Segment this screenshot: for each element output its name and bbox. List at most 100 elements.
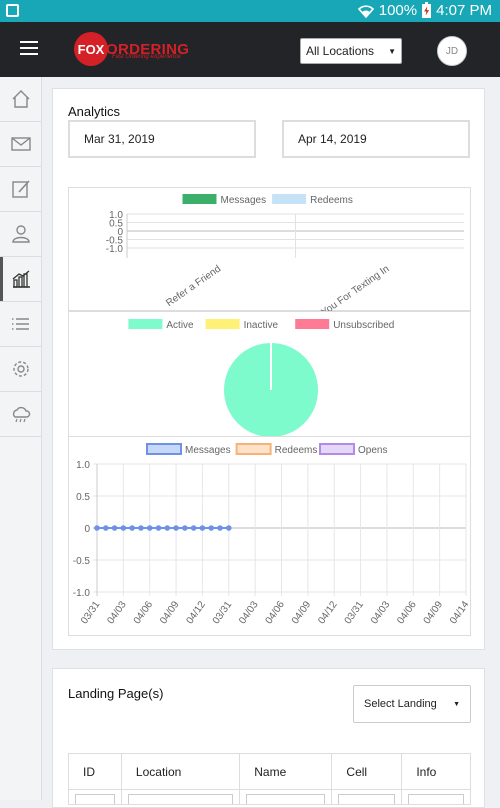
bar-chart-svg: Messages Redeems 1.00.50-0.5-1.0 Refer a Fr…	[106, 194, 464, 312]
column-header-name[interactable]: Name	[239, 753, 333, 790]
column-header-info[interactable]: Info	[401, 753, 471, 790]
x-tick-label: 03/31	[211, 599, 235, 626]
filter-location-input[interactable]	[127, 794, 234, 804]
legend-swatch	[146, 443, 182, 455]
y-tick-label: -0.5	[106, 236, 124, 247]
sidebar	[0, 77, 42, 800]
sidebar-item-settings[interactable]	[0, 347, 41, 392]
campaign-bar-chart: Messages Redeems 1.0 0.5 0 -0.5 -1.0 Refer a Fr…	[68, 187, 471, 312]
y-tick-label: -1.0	[106, 244, 124, 255]
activity-line-chart: Messages Redeems Opens 1.0 0.5 0 -0.5 -1.0 03/31…	[68, 436, 472, 636]
top-navbar: FOX ORDERING Fast Ordering eXperience	[0, 22, 500, 77]
x-tick-label: 04/09	[290, 599, 314, 626]
sidebar-item-messages[interactable]	[0, 122, 41, 167]
legend-label: Messages	[185, 445, 231, 456]
logo-tagline: Fast Ordering eXperience	[112, 54, 181, 60]
line-chart-svg: Messages Redeems Opens1.00.50-0.5-1.003/31…	[73, 443, 472, 626]
x-tick-label: 04/06	[264, 599, 288, 626]
x-tick-label: 04/12	[185, 599, 209, 626]
mail-icon	[10, 137, 31, 151]
x-tick-label: Refer a Friend	[164, 263, 223, 309]
table-filter-row	[68, 789, 471, 805]
sidebar-item-compose[interactable]	[0, 167, 41, 212]
legend-label: Redeems	[275, 445, 318, 456]
battery-percent: 100%	[378, 2, 418, 19]
filter-id-input[interactable]	[75, 794, 115, 804]
legend-swatch	[235, 443, 272, 455]
y-tick-label: -0.5	[73, 556, 91, 567]
user-icon	[11, 225, 30, 243]
landing-page-select[interactable]: Select Landing ▼	[353, 685, 471, 723]
list-icon	[11, 318, 29, 330]
legend-swatch	[205, 319, 240, 329]
x-tick-label: 04/14	[448, 599, 472, 626]
x-tick-label: 04/03	[369, 599, 393, 626]
data-point	[111, 525, 118, 531]
data-point	[173, 525, 179, 531]
subscriber-pie-chart: Active Inactive Unsubscribed	[68, 311, 471, 437]
sidebar-item-weather[interactable]	[0, 392, 41, 437]
x-tick-label: 04/06	[132, 599, 156, 626]
column-header-id[interactable]: ID	[68, 753, 122, 790]
menu-icon[interactable]	[20, 41, 38, 55]
x-tick-label: 04/06	[395, 599, 419, 626]
cloud-icon	[12, 406, 30, 423]
legend-label: Redeems	[310, 195, 353, 206]
sidebar-item-users[interactable]	[0, 212, 41, 257]
analytics-icon	[12, 270, 30, 288]
x-tick-label: 04/09	[158, 599, 182, 626]
legend-label: Active	[166, 320, 194, 331]
legend-swatch	[295, 319, 330, 329]
chevron-down-icon: ▼	[388, 46, 396, 56]
legend-swatch	[128, 319, 163, 329]
analytics-card: Analytics Mar 31, 2019 Apr 14, 2019 Mess…	[52, 88, 485, 650]
data-point	[102, 525, 109, 531]
pie-chart-svg: Active Inactive Unsubscribed	[128, 319, 394, 437]
data-point	[164, 525, 171, 531]
y-tick-label: -1.0	[73, 588, 91, 599]
filter-name-input[interactable]	[246, 794, 326, 804]
x-tick-label: 03/31	[343, 599, 367, 626]
data-point	[155, 525, 162, 531]
y-tick-label: 0	[117, 227, 123, 238]
location-select-value: All Locations	[306, 44, 375, 58]
y-tick-label: 0.5	[76, 492, 90, 503]
x-tick-label: 03/31	[79, 599, 103, 626]
end-date-field[interactable]: Apr 14, 2019	[282, 120, 470, 158]
x-tick-label: 04/03	[105, 599, 129, 626]
logo-badge: FOX	[74, 32, 108, 66]
x-tick-label: 04/12	[316, 599, 340, 626]
logo-wordmark: ORDERING	[106, 40, 190, 58]
y-tick-label: 1.0	[109, 210, 123, 221]
battery-icon	[422, 1, 432, 18]
x-tick-label: Thank You For Texting In	[295, 263, 392, 312]
location-select[interactable]: All Locations ▼	[300, 38, 402, 64]
y-tick-label: 0	[84, 524, 90, 535]
avatar[interactable]: JD	[437, 36, 467, 66]
x-tick-label: 04/03	[237, 599, 261, 626]
wifi-icon	[357, 4, 374, 18]
x-tick-label: 04/09	[422, 599, 446, 626]
start-date-field[interactable]: Mar 31, 2019	[68, 120, 256, 158]
legend-label: Messages	[221, 195, 267, 206]
data-point	[94, 525, 100, 531]
sidebar-item-home[interactable]	[0, 77, 41, 122]
data-point	[225, 525, 232, 531]
image-notification-icon	[6, 4, 19, 17]
data-point	[190, 525, 197, 531]
legend-swatch	[182, 194, 217, 204]
column-header-cell[interactable]: Cell	[331, 753, 403, 790]
fox-ordering-logo[interactable]: FOX ORDERING Fast Ordering eXperience	[74, 32, 189, 66]
status-bar: 100% 4:07 PM	[0, 0, 500, 22]
data-point	[120, 525, 127, 531]
column-header-location[interactable]: Location	[120, 753, 241, 790]
filter-info-input[interactable]	[408, 794, 464, 804]
filter-cell-input[interactable]	[338, 794, 396, 804]
sidebar-item-lists[interactable]	[0, 302, 41, 347]
y-tick-label: 0.5	[109, 219, 123, 230]
sidebar-item-analytics[interactable]	[0, 257, 41, 302]
edit-icon	[11, 180, 30, 198]
legend-label: Opens	[358, 445, 387, 456]
legend-label: Inactive	[244, 320, 279, 331]
settings-icon	[12, 361, 29, 377]
